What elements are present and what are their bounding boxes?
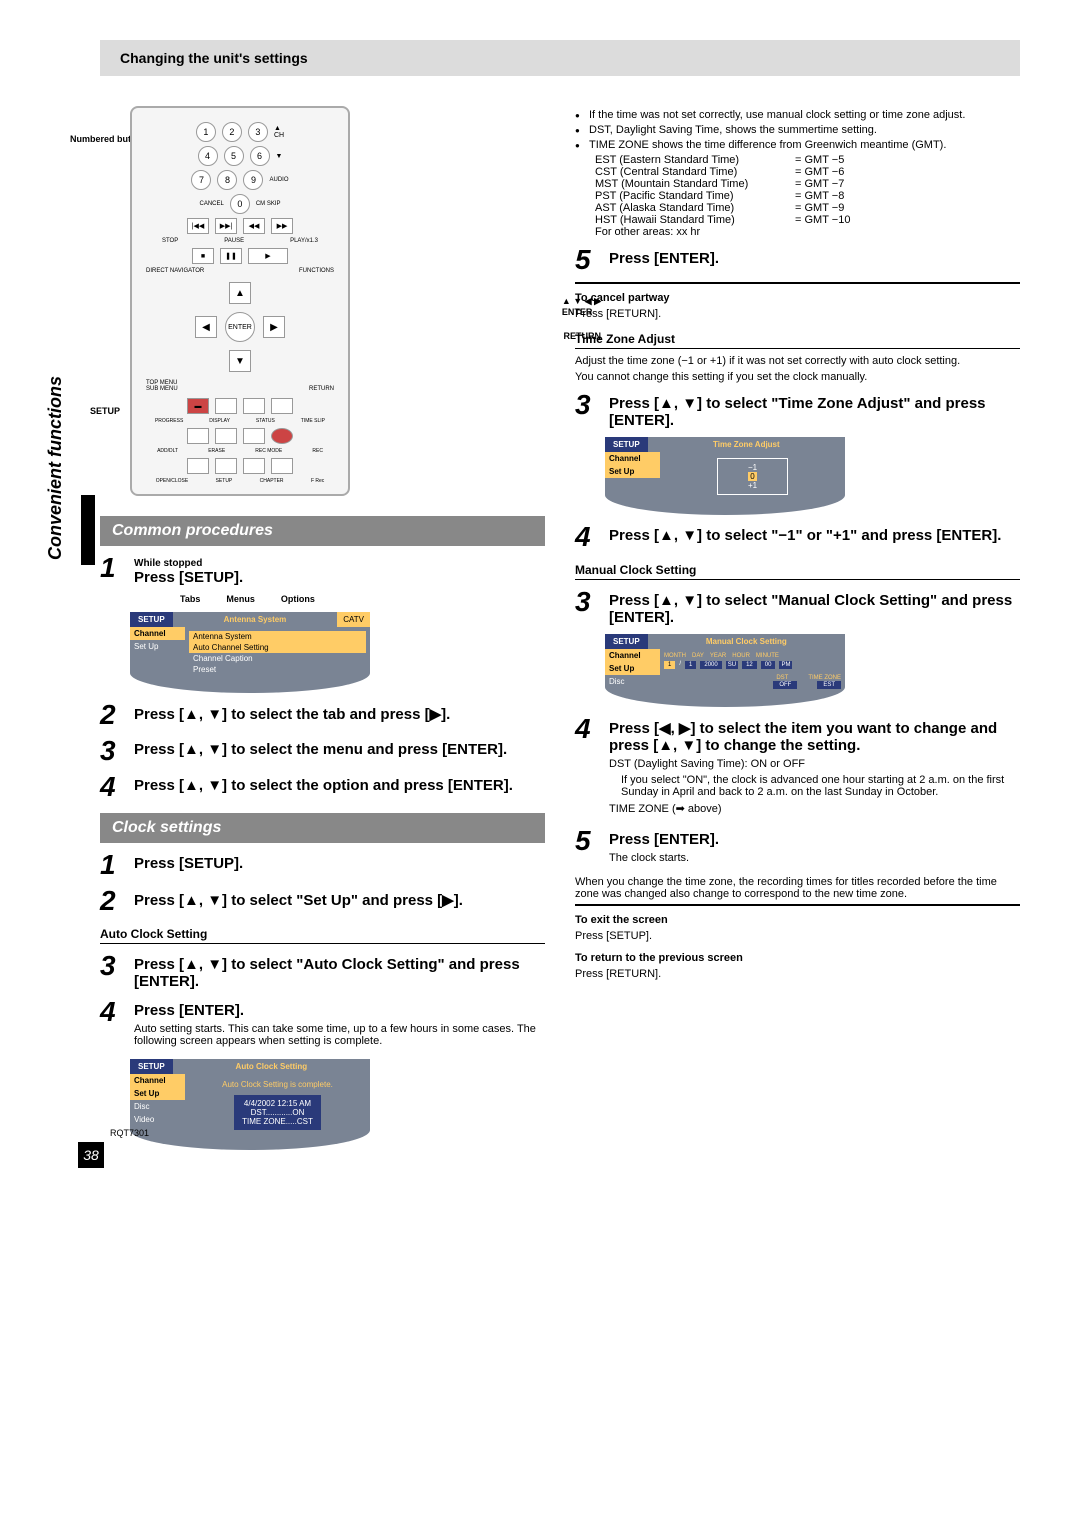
header-title: Changing the unit's settings xyxy=(120,50,308,66)
manual-clock-subhead: Manual Clock Setting xyxy=(575,563,1020,580)
side-tab xyxy=(81,495,95,565)
step-number: 1 xyxy=(100,554,124,586)
osd-labels: TabsMenusOptions xyxy=(180,594,545,604)
note-b3: TIME ZONE shows the time difference from… xyxy=(575,139,1020,151)
return-label: RETURN xyxy=(564,331,602,341)
clock-settings-header: Clock settings xyxy=(100,813,545,843)
osd-auto-clock: SETUPAuto Clock Setting ChannelSet UpDis… xyxy=(130,1059,370,1150)
osd-setup-menu: SETUPAntenna SystemCATV ChannelSet Up An… xyxy=(130,612,370,693)
header-bar: Changing the unit's settings xyxy=(100,40,1020,76)
page-number: 38 xyxy=(78,1142,104,1168)
dpad[interactable]: ▲ ▼ ◀ ▶ ENTER xyxy=(195,282,285,372)
step2: Press [▲, ▼] to select the tab and press… xyxy=(134,705,545,723)
time-zone-adjust-subhead: Time Zone Adjust xyxy=(575,332,1020,349)
note-b1: If the time was not set correctly, use m… xyxy=(575,109,1020,121)
step3: Press [▲, ▼] to select the menu and pres… xyxy=(134,741,545,758)
arrows-label: ▲ ▼ ◀ ▶ENTER xyxy=(562,296,601,317)
common-procedures-header: Common procedures xyxy=(100,516,545,546)
doc-id: RQT7301 xyxy=(110,1128,149,1138)
enter-button[interactable]: ENTER xyxy=(225,312,255,342)
step1-cond: While stopped xyxy=(134,558,545,569)
note-b2: DST, Daylight Saving Time, shows the sum… xyxy=(575,124,1020,136)
tz-row: EST (Eastern Standard Time)= GMT −5 xyxy=(575,154,1020,166)
step4: Press [▲, ▼] to select the option and pr… xyxy=(134,777,545,794)
osd-manual-clock: SETUPManual Clock Setting ChannelSet UpD… xyxy=(605,634,845,707)
step1-text: Press [SETUP]. xyxy=(134,569,545,586)
setup-label: SETUP xyxy=(90,406,120,416)
auto-clock-subhead: Auto Clock Setting xyxy=(100,927,545,944)
remote-control: 123▲CH 456▼ 789AUDIO CANCEL0CM SKIP |◀◀▶… xyxy=(130,106,350,496)
side-section-label: Convenient functions xyxy=(45,376,66,560)
osd-tza: SETUPTime Zone Adjust ChannelSet Up −1 0… xyxy=(605,437,845,515)
